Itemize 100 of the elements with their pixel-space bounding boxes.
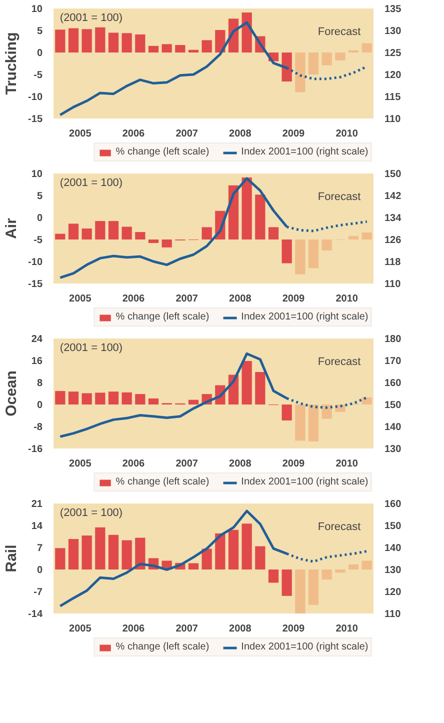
y2-tick-label: 135	[384, 4, 402, 15]
y-tick-label: 7	[36, 543, 43, 554]
legend-label: Index 2001=100 (right scale)	[241, 642, 368, 652]
x-tick-label: 2008	[229, 624, 252, 634]
bar	[295, 240, 306, 274]
bar	[282, 240, 292, 264]
bar	[362, 560, 372, 570]
annotation: (2001 = 100)	[60, 176, 123, 189]
x-tick-label: 2005	[69, 624, 92, 634]
y-tick-label: -5	[34, 70, 43, 81]
x-tick-label: 2008	[229, 128, 252, 140]
x-tick-label: 2007	[176, 294, 198, 304]
bar	[55, 234, 66, 240]
bar	[135, 232, 146, 240]
y2-tick-label: 110	[384, 114, 402, 125]
y2-tick-label: 160	[384, 378, 402, 389]
y-tick-label: 5	[36, 191, 43, 202]
x-tick-label: 2010	[336, 128, 358, 140]
bar	[188, 563, 199, 570]
bar	[162, 44, 172, 52]
bar	[335, 570, 346, 573]
x-tick-label: 2005	[69, 458, 92, 470]
bar	[68, 28, 79, 52]
y-tick-label: 21	[31, 499, 43, 510]
y-tick-label: -15	[28, 114, 43, 125]
y2-tick-label: 125	[384, 48, 402, 59]
y2-tick-label: 140	[384, 543, 402, 554]
bar	[108, 32, 119, 52]
bar	[68, 224, 79, 240]
legend-label: Index 2001=100 (right scale)	[241, 146, 368, 158]
bar	[322, 52, 332, 66]
x-tick-label: 2006	[122, 128, 146, 140]
bar	[268, 227, 279, 240]
bar	[228, 530, 239, 570]
y2-tick-label: 170	[384, 356, 402, 367]
bar	[308, 404, 319, 442]
bar	[242, 177, 252, 240]
annotation: (2001 = 100)	[60, 12, 123, 24]
bar	[162, 240, 172, 248]
y-tick-label: -16	[28, 444, 43, 455]
x-tick-label: 2009	[282, 624, 306, 634]
bar	[255, 372, 266, 404]
x-tick-label: 2009	[282, 294, 306, 304]
bar	[95, 392, 106, 404]
bar	[242, 361, 252, 404]
bar	[268, 570, 279, 583]
x-tick-label: 2010	[336, 294, 358, 304]
bar	[122, 392, 132, 404]
bar	[322, 570, 332, 580]
bar	[108, 392, 119, 404]
legend-label: Index 2001=100 (right scale)	[241, 312, 368, 322]
y-tick-label: 16	[31, 356, 43, 367]
bar	[295, 404, 306, 441]
x-tick-label: 2005	[69, 128, 92, 140]
y2-tick-label: 118	[384, 257, 402, 268]
bar	[202, 548, 212, 570]
bar	[202, 40, 212, 52]
bar	[148, 46, 159, 52]
legend-label: % change (left scale)	[116, 146, 210, 158]
x-tick-label: 2009	[282, 128, 306, 140]
bar	[308, 240, 319, 268]
y-tick-label: -14	[28, 609, 43, 620]
annotation: Forecast	[318, 26, 361, 38]
y2-tick-label: 110	[384, 609, 402, 620]
bar	[255, 546, 266, 570]
y2-tick-label: 150	[384, 521, 402, 532]
bar	[242, 524, 252, 570]
y-tick-label: 10	[31, 169, 43, 180]
bar	[108, 221, 119, 240]
y2-tick-label: 115	[384, 92, 402, 103]
bar	[68, 392, 79, 404]
annotation: Forecast	[318, 191, 361, 204]
bar	[362, 397, 372, 404]
y-tick-label: 5	[36, 26, 43, 37]
bar	[122, 226, 132, 240]
y2-tick-label: 120	[384, 587, 402, 598]
y-tick-label: -10	[28, 257, 43, 268]
y2-tick-label: 126	[384, 235, 402, 246]
y2-tick-label: 130	[384, 26, 402, 37]
bar	[282, 404, 292, 420]
x-tick-label: 2007	[176, 458, 198, 470]
bar	[68, 539, 79, 570]
x-tick-label: 2006	[122, 294, 146, 304]
x-tick-label: 2010	[336, 624, 358, 634]
legend-label: % change (left scale)	[116, 476, 210, 488]
bar	[282, 52, 292, 82]
annotation: Forecast	[318, 521, 361, 534]
annotation: (2001 = 100)	[60, 342, 123, 354]
bar	[282, 570, 292, 596]
bar	[202, 227, 212, 240]
bar	[82, 29, 92, 52]
bar	[55, 391, 66, 404]
y-tick-label: 0	[36, 400, 43, 411]
bar	[82, 536, 92, 570]
bar	[322, 240, 332, 250]
y-axis-title: Ocean	[3, 370, 20, 416]
y-tick-label: 14	[31, 521, 43, 532]
y2-tick-label: 134	[384, 213, 402, 224]
legend-label: Index 2001=100 (right scale)	[241, 476, 368, 488]
bar	[148, 240, 159, 244]
